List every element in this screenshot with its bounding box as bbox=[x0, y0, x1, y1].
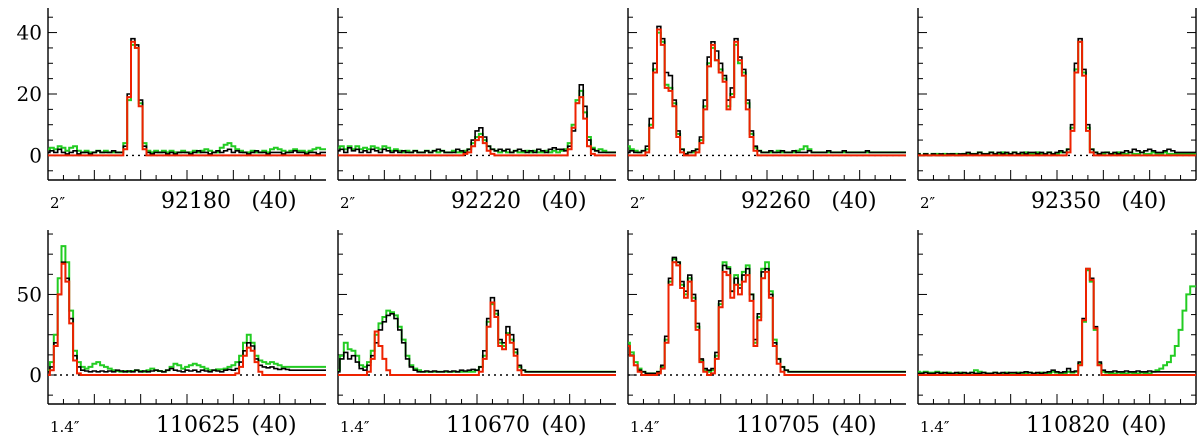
parenthetical-label: (40) bbox=[251, 189, 296, 214]
frequency-label: 110705 bbox=[736, 413, 820, 438]
panel-r2-c3: 1.4″ 110705 (40) bbox=[627, 230, 906, 438]
spectra-group bbox=[918, 267, 1196, 376]
beam-size-label: 1.4″ bbox=[920, 418, 950, 436]
model-a-spectrum bbox=[48, 245, 326, 373]
panel-r1-c1: 0 20 40 2″ 92180 (40) bbox=[17, 8, 326, 214]
model-a-spectrum bbox=[628, 31, 906, 155]
model-b-spectrum bbox=[338, 96, 616, 157]
spectra-group bbox=[338, 84, 616, 157]
model-a-spectrum bbox=[918, 269, 1196, 375]
beam-size-label: 1.4″ bbox=[630, 418, 660, 436]
frequency-label: 110625 bbox=[156, 413, 240, 438]
observed-spectrum bbox=[48, 37, 326, 155]
parenthetical-label: (40) bbox=[251, 413, 296, 438]
model-b-spectrum bbox=[918, 267, 1196, 376]
spectra-group bbox=[918, 37, 1196, 157]
y-tick-label: 0 bbox=[29, 363, 42, 387]
y-tick-label: 0 bbox=[29, 143, 42, 167]
observed-spectrum bbox=[338, 296, 616, 373]
model-b-spectrum bbox=[48, 40, 326, 157]
parenthetical-label: (40) bbox=[1121, 413, 1166, 438]
model-b-spectrum bbox=[48, 262, 326, 376]
observed-spectrum bbox=[628, 256, 906, 375]
panel-r1-c4: 2″ 92350 (40) bbox=[917, 8, 1197, 214]
beam-size-label: 2″ bbox=[630, 194, 646, 212]
model-a-spectrum bbox=[918, 40, 1196, 157]
beam-size-label: 2″ bbox=[340, 194, 356, 212]
frequency-label: 110670 bbox=[446, 413, 530, 438]
beam-size-label: 2″ bbox=[920, 194, 936, 212]
model-b-spectrum bbox=[338, 301, 616, 376]
parenthetical-label: (40) bbox=[541, 189, 586, 214]
spectra-group bbox=[628, 256, 906, 376]
model-a-spectrum bbox=[48, 43, 326, 154]
parenthetical-label: (40) bbox=[541, 413, 586, 438]
model-a-spectrum bbox=[338, 303, 616, 373]
frequency-label: 92260 bbox=[741, 189, 811, 214]
beam-size-label: 2″ bbox=[50, 194, 66, 212]
panel-r2-c1: 0 50 1.4″ 110625 (40) bbox=[17, 230, 326, 438]
spectra-group bbox=[48, 37, 326, 157]
observed-spectrum bbox=[338, 84, 616, 154]
model-b-spectrum bbox=[918, 40, 1196, 157]
frequency-label: 92220 bbox=[451, 189, 521, 214]
frequency-label: 92350 bbox=[1031, 189, 1101, 214]
model-a-spectrum bbox=[338, 89, 616, 154]
spectra-group bbox=[628, 25, 906, 157]
parenthetical-label: (40) bbox=[831, 413, 876, 438]
panel-r2-c2: 1.4″ 110670 (40) bbox=[337, 230, 616, 438]
beam-size-label: 1.4″ bbox=[50, 418, 80, 436]
y-tick-label: 50 bbox=[17, 282, 42, 306]
y-tick-label: 40 bbox=[17, 21, 42, 45]
spectra-group bbox=[338, 296, 616, 376]
observed-spectrum bbox=[918, 267, 1196, 375]
frequency-label: 92180 bbox=[161, 189, 231, 214]
observed-spectrum bbox=[48, 261, 326, 373]
spectra-group bbox=[48, 245, 326, 376]
model-a-spectrum bbox=[628, 258, 906, 375]
parenthetical-label: (40) bbox=[831, 189, 876, 214]
panel-r2-c4: 1.4″ 110820 (40) bbox=[917, 230, 1197, 438]
frequency-label: 110820 bbox=[1026, 413, 1110, 438]
y-tick-label: 20 bbox=[17, 82, 42, 106]
parenthetical-label: (40) bbox=[1121, 189, 1166, 214]
beam-size-label: 1.4″ bbox=[340, 418, 370, 436]
panel-r1-c2: 2″ 92220 (40) bbox=[337, 8, 616, 214]
model-b-spectrum bbox=[628, 261, 906, 376]
panel-r1-c3: 2″ 92260 (40) bbox=[627, 8, 906, 214]
observed-spectrum bbox=[918, 37, 1196, 157]
model-b-spectrum bbox=[628, 28, 906, 157]
